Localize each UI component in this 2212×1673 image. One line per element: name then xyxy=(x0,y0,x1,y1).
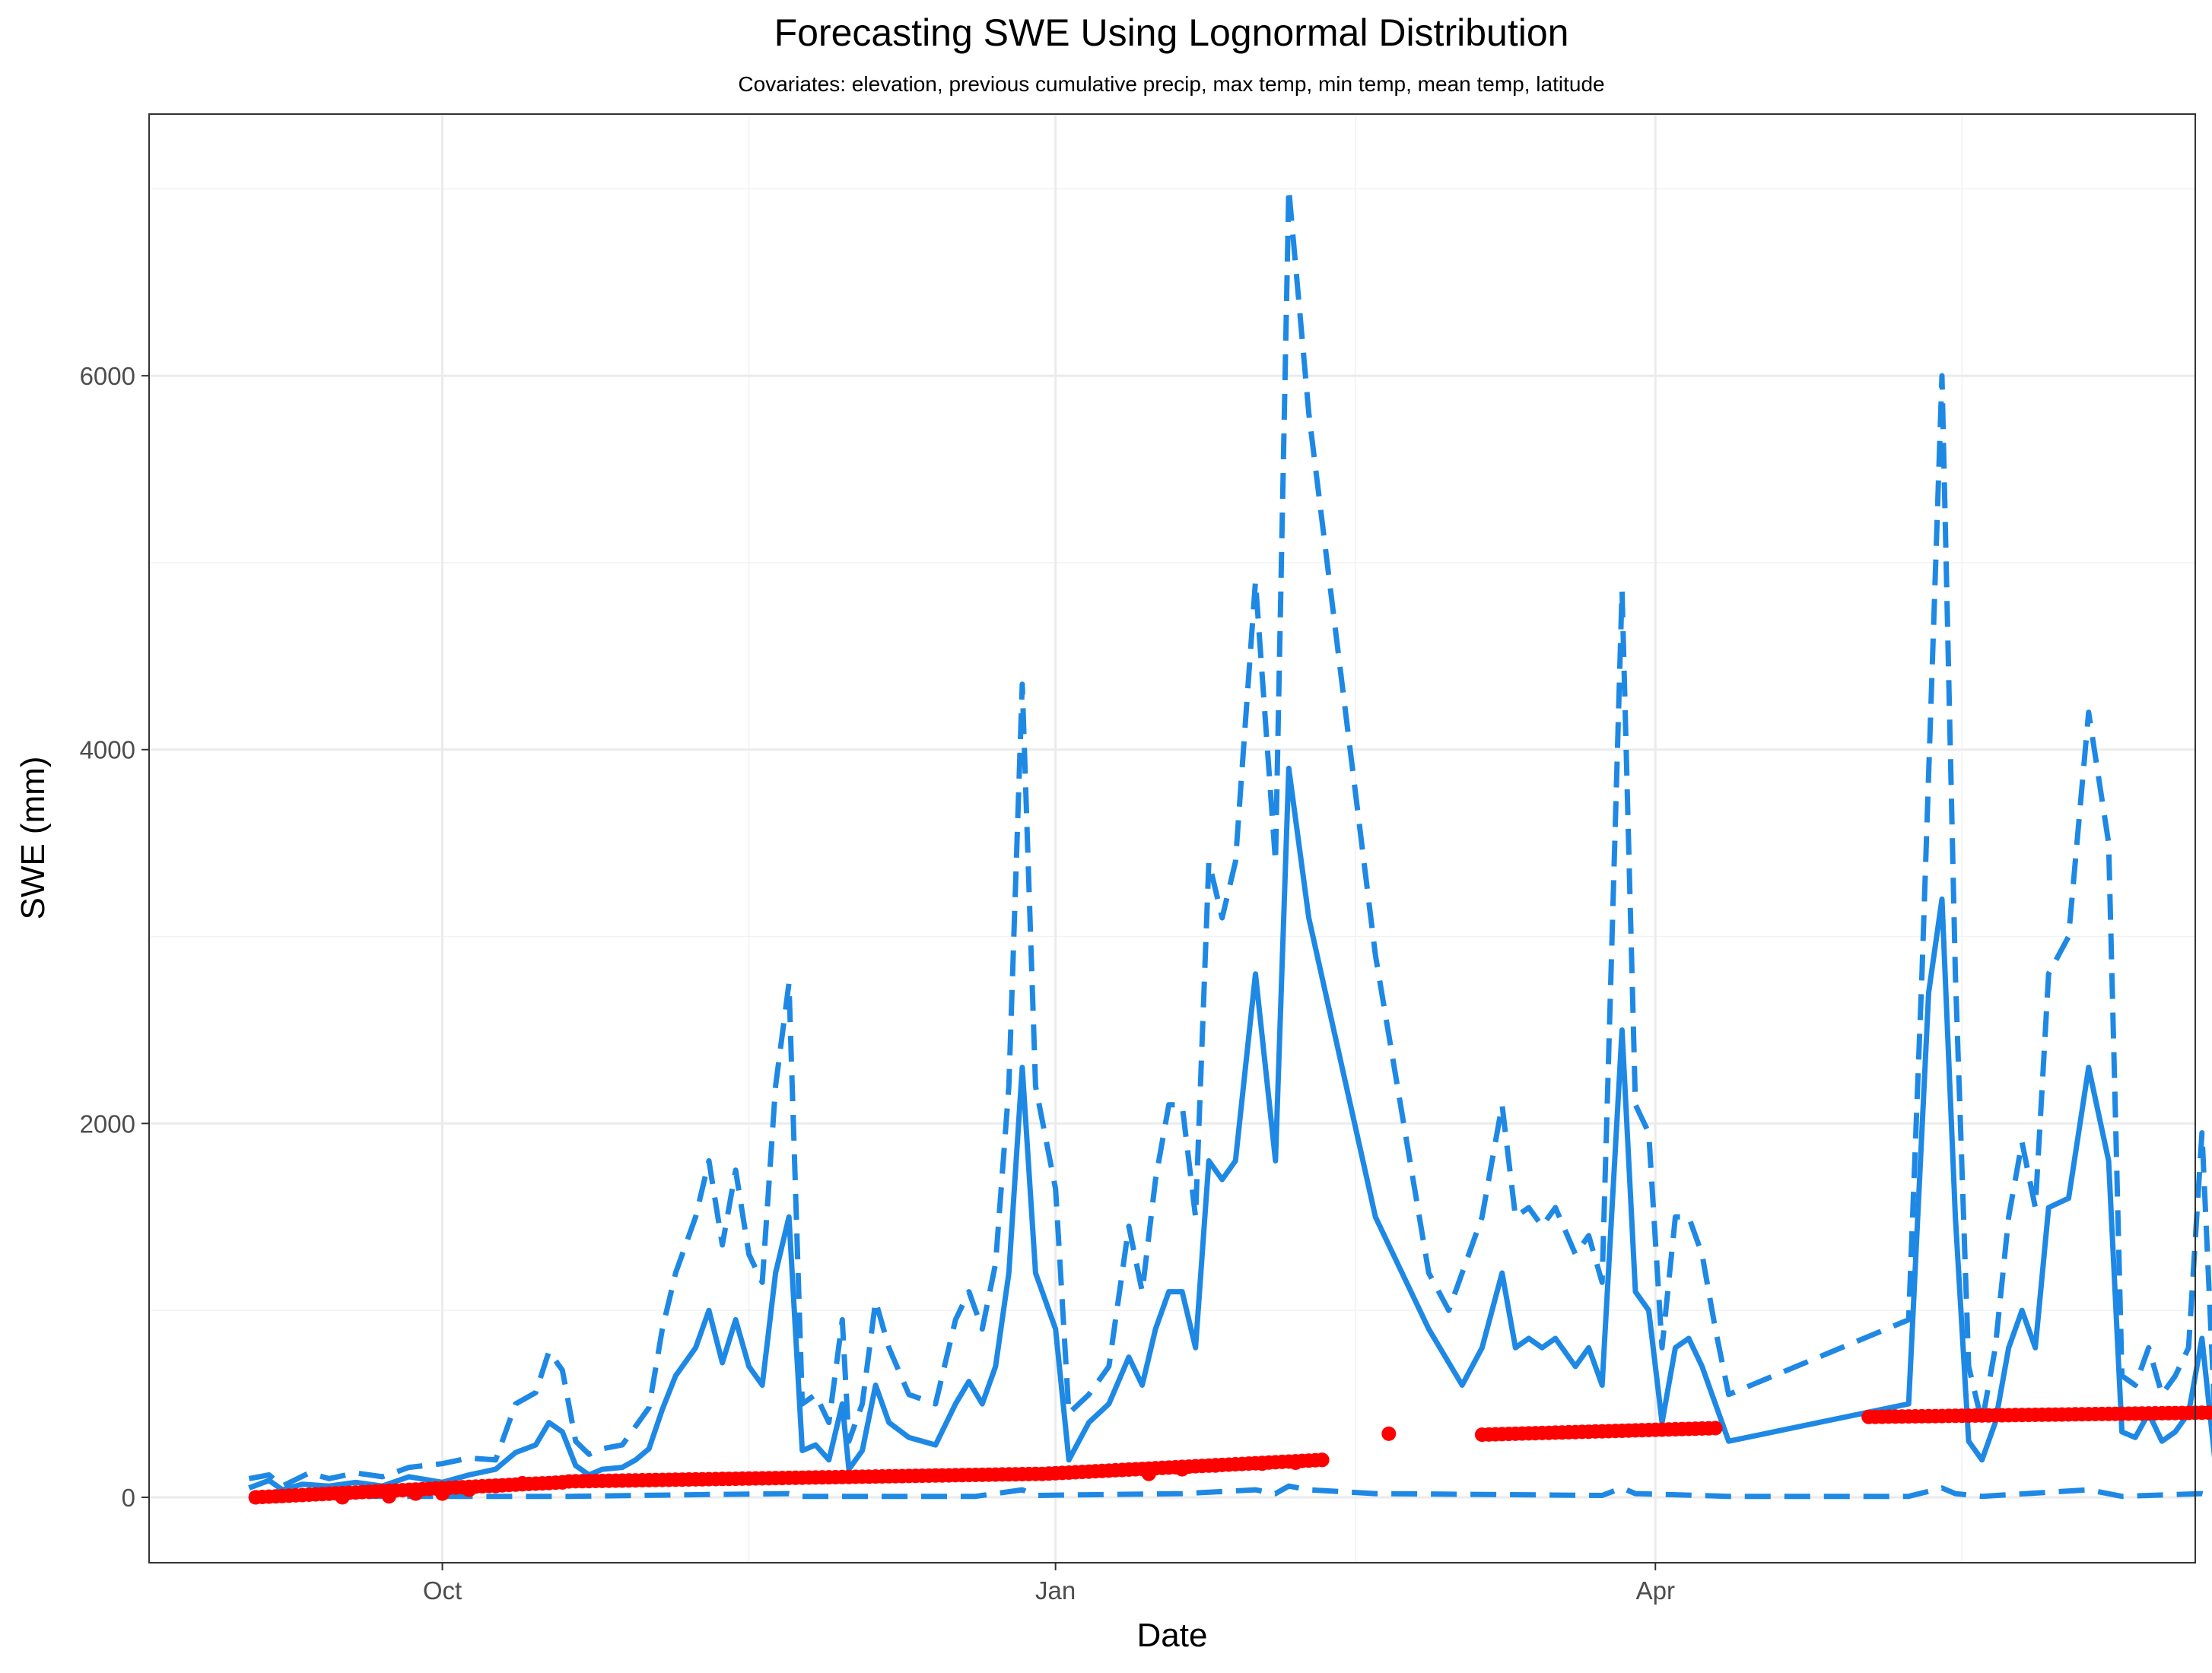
observed-point xyxy=(1708,1421,1723,1436)
observed-point xyxy=(408,1486,423,1501)
chart-title: Forecasting SWE Using Lognormal Distribu… xyxy=(774,11,1569,54)
observed-point xyxy=(2207,1406,2212,1419)
observed-point xyxy=(435,1486,450,1501)
observed-point xyxy=(248,1490,263,1505)
observed-points-layer xyxy=(248,1405,2212,1505)
observed-point xyxy=(381,1489,396,1504)
observed-point xyxy=(555,1475,570,1490)
y-tick-label: 6000 xyxy=(80,362,135,390)
observed-point xyxy=(335,1490,350,1505)
observed-point xyxy=(515,1476,530,1490)
observed-point xyxy=(488,1478,504,1494)
y-axis-title: SWE (mm) xyxy=(14,756,52,919)
observed-point xyxy=(462,1482,477,1497)
y-tick-label: 4000 xyxy=(80,736,135,764)
x-axis-title: Date xyxy=(1137,1617,1208,1654)
y-tick-label: 2000 xyxy=(80,1110,135,1138)
observed-point xyxy=(1254,1456,1270,1471)
observed-point xyxy=(1381,1426,1397,1441)
observed-point xyxy=(1141,1466,1156,1481)
series-layer xyxy=(248,186,2212,1500)
lower-bound-line xyxy=(249,1483,2212,1500)
observed-point xyxy=(1314,1452,1330,1468)
plot-panel-border xyxy=(148,113,2196,1563)
y-tick-label: 0 xyxy=(122,1484,135,1512)
y-axis: 0 2000 4000 6000 xyxy=(80,362,149,1512)
x-tick-label: Oct xyxy=(423,1576,462,1605)
upper-bound-line xyxy=(248,186,2212,1489)
grid-lines xyxy=(149,114,2195,1563)
observed-point xyxy=(1174,1462,1190,1477)
x-tick-label: Apr xyxy=(1636,1576,1675,1605)
x-tick-label: Jan xyxy=(1035,1576,1076,1605)
observed-point xyxy=(1208,1458,1223,1473)
forecast-mean-line xyxy=(248,765,2212,1493)
observed-point xyxy=(1288,1456,1303,1470)
chart-subtitle: Covariates: elevation, previous cumulati… xyxy=(738,72,1604,96)
x-axis: Oct Jan Apr xyxy=(423,1563,1675,1605)
